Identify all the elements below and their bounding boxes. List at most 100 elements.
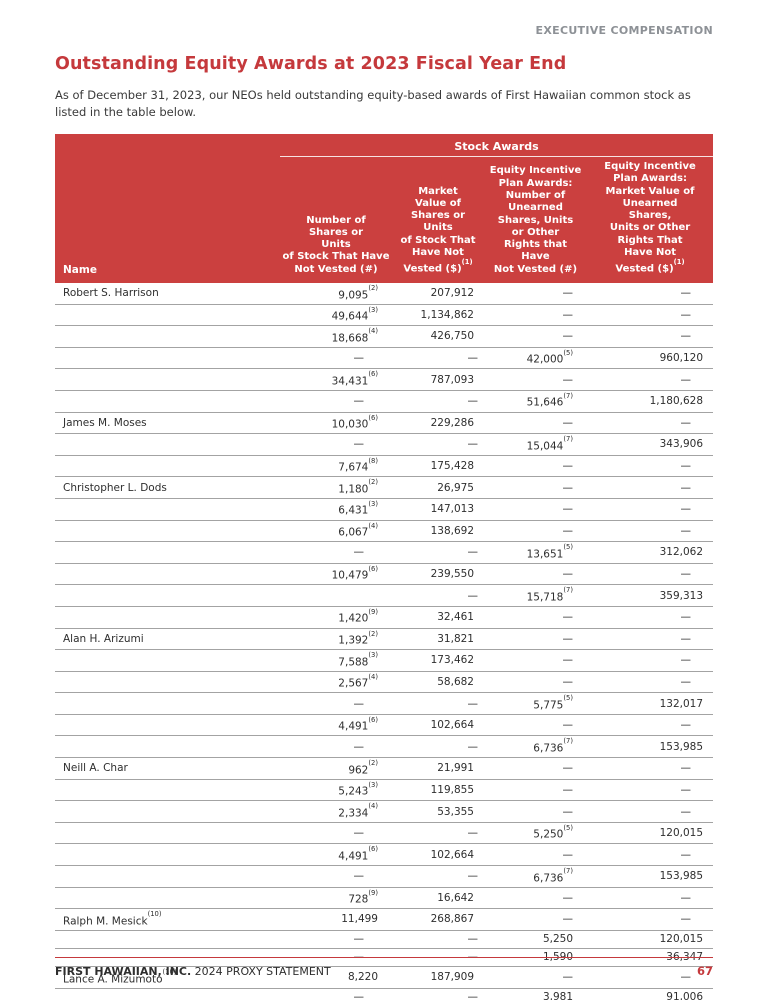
value-cell: — (392, 988, 484, 1000)
value-cell: — (484, 520, 587, 543)
value-cell: 58,682 (392, 671, 484, 694)
column-header: Equity Incentive Plan Awards: Number of … (484, 156, 587, 283)
value-cell: — (587, 757, 714, 780)
value-cell: 16,642 (392, 887, 484, 910)
value-cell: — (484, 671, 587, 694)
value-cell: 7,674(8) (280, 455, 392, 478)
value-cell: — (280, 433, 392, 456)
value-cell: — (484, 966, 587, 989)
neo-name-cell (55, 498, 280, 521)
value-cell: — (587, 966, 714, 989)
neo-name-cell (55, 779, 280, 802)
value-cell: — (392, 692, 484, 715)
value-cell: 138,692 (392, 520, 484, 543)
neo-name-cell: Neill A. Char (55, 757, 280, 780)
value-cell: — (587, 563, 714, 586)
table-row: 4,491(6) 102,664— — (55, 843, 714, 867)
value-cell: 229,286 (392, 412, 484, 435)
table-row: Neill A. Char 962(2) 21,991— — (55, 757, 714, 780)
value-cell: 1,420(9) (280, 606, 392, 629)
table-row: 4,491(6) 102,664— — (55, 714, 714, 737)
value-cell: 962(2) (280, 757, 392, 780)
value-cell: — (392, 584, 484, 607)
table-row: 6,431(3) 147,013— — (55, 498, 714, 521)
value-cell: 1,180(2) (280, 476, 392, 499)
value-cell: 102,664 (392, 714, 484, 737)
value-cell: — (392, 735, 484, 759)
table-row: — —5,250(5) 120,015 (55, 822, 714, 845)
table-row: — —51,646(7) 1,180,628 (55, 390, 714, 413)
value-cell: — (587, 304, 714, 327)
neo-name-cell: James M. Moses (55, 412, 280, 435)
value-cell: — (587, 283, 714, 305)
value-cell: — (484, 455, 587, 478)
equity-table-body: Robert S. Harrison 9,095(2) 207,912— —49,64… (55, 283, 714, 1000)
table-row: Ralph M. Mesick(10) 11,499 268,867— — (55, 908, 714, 931)
value-cell: — (484, 800, 587, 823)
value-cell: 728(9) (280, 887, 392, 910)
intro-text: As of December 31, 2023, our NEOs held o… (55, 88, 691, 119)
value-cell: 10,479(6) (280, 563, 392, 586)
value-cell: — (587, 368, 714, 391)
value-cell: — (484, 908, 587, 931)
neo-name-cell (55, 304, 280, 327)
footer-company: FIRST HAWAIIAN, INC. (55, 965, 192, 978)
value-cell: 91,006 (587, 988, 714, 1000)
value-cell: — (484, 476, 587, 499)
column-header: Number of Shares or Units of Stock That … (280, 156, 392, 283)
value-cell: 120,015 (587, 822, 714, 845)
value-cell: — (484, 368, 587, 391)
value-cell: 359,313 (587, 584, 714, 607)
value-cell: 4,491(6) (280, 843, 392, 867)
value-cell: 239,550 (392, 563, 484, 586)
page-title: Outstanding Equity Awards at 2023 Fiscal… (55, 54, 567, 74)
neo-name-cell (55, 347, 280, 370)
value-cell: — (587, 498, 714, 521)
table-row: 5,243(3) 119,855— — (55, 779, 714, 802)
value-cell: 343,906 (587, 433, 714, 456)
value-cell: — (280, 930, 392, 949)
value-cell: — (587, 606, 714, 629)
name-column-header: Name (55, 156, 280, 283)
value-cell (280, 584, 392, 607)
value-cell: — (587, 887, 714, 910)
value-cell: — (484, 563, 587, 586)
value-cell: 187,909 (392, 966, 484, 989)
value-cell: — (484, 304, 587, 327)
footer: FIRST HAWAIIAN, INC. 2024 PROXY STATEMEN… (55, 957, 713, 978)
value-cell: 18,668(4) (280, 325, 392, 348)
neo-name-cell (55, 606, 280, 629)
table-row: Alan H. Arizumi 1,392(2) 31,821— — (55, 628, 714, 651)
value-cell: 32,461 (392, 606, 484, 629)
value-cell: 6,736(7) (484, 735, 587, 759)
table-row: Robert S. Harrison 9,095(2) 207,912— — (55, 283, 714, 305)
value-cell: 6,067(4) (280, 520, 392, 543)
value-cell: 15,044(7) (484, 433, 587, 456)
value-cell: 4,491(6) (280, 714, 392, 737)
neo-name-cell (55, 865, 280, 888)
column-header-row: Name Number of Shares or Units of Stock T… (55, 156, 714, 283)
neo-name-cell (55, 325, 280, 348)
value-cell: — (280, 692, 392, 715)
value-cell: — (587, 800, 714, 823)
value-cell: 207,912 (392, 283, 484, 305)
value-cell: — (484, 283, 587, 305)
table-row: James M. Moses 10,030(6) 229,286— — (55, 412, 714, 435)
value-cell: 153,985 (587, 735, 714, 759)
value-cell: 2,567(4) (280, 671, 392, 694)
neo-name-cell (55, 822, 280, 845)
value-cell: 7,588(3) (280, 649, 392, 672)
table-row: — —5,250 120,015 (55, 930, 714, 949)
neo-name-cell (55, 887, 280, 910)
neo-name-cell (55, 692, 280, 715)
value-cell: 175,428 (392, 455, 484, 478)
value-cell: — (484, 498, 587, 521)
value-cell: 787,093 (392, 368, 484, 391)
value-cell: 15,718(7) (484, 584, 587, 607)
value-cell: — (484, 779, 587, 802)
value-cell: 26,975 (392, 476, 484, 499)
stock-awards-group-header: Stock Awards (280, 134, 714, 157)
value-cell: — (587, 412, 714, 435)
section-header: EXECUTIVE COMPENSATION (535, 24, 713, 37)
value-cell: 147,013 (392, 498, 484, 521)
